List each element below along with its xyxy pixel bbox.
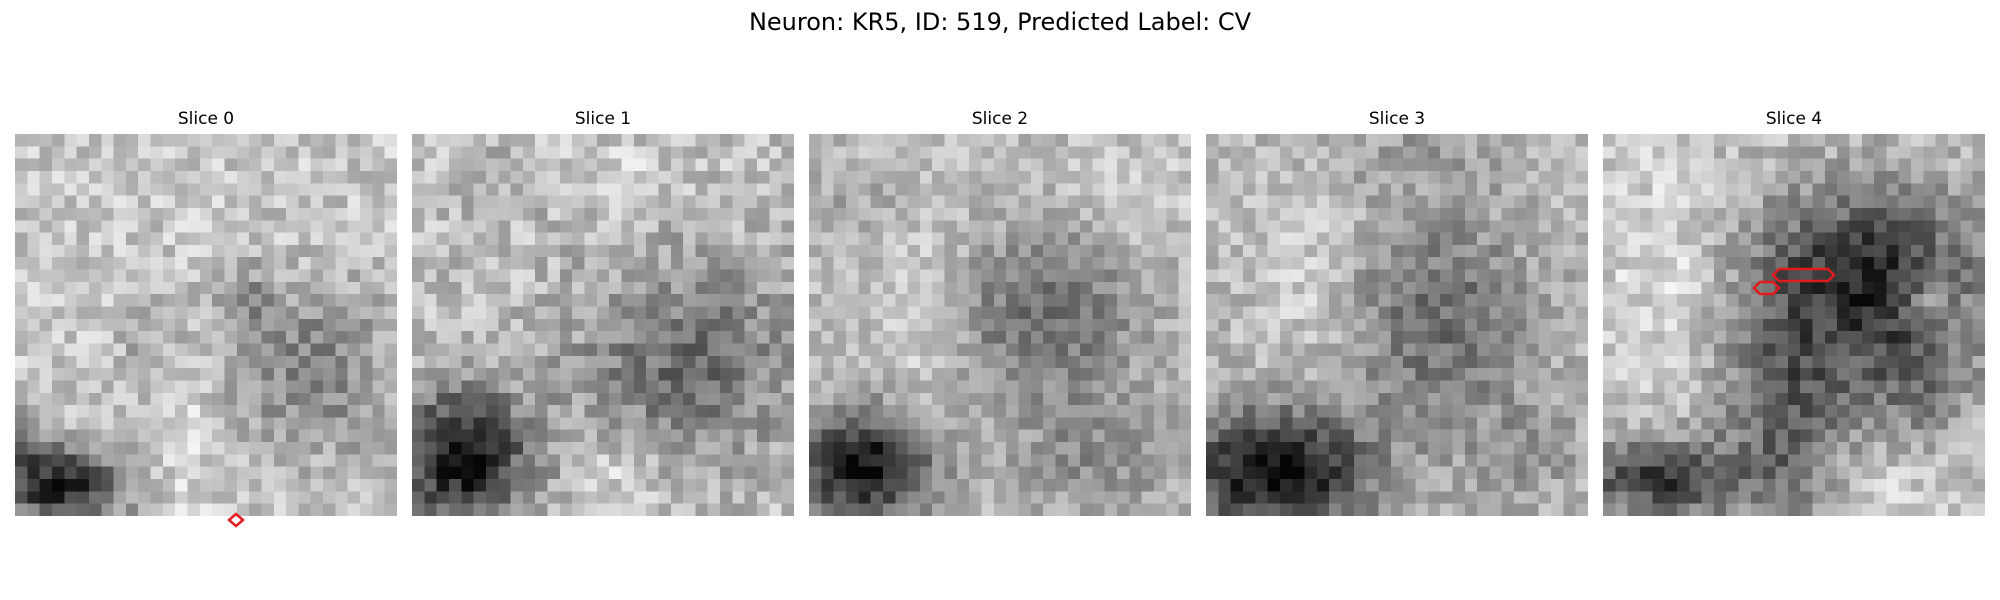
- slice-0-contour: [227, 512, 245, 528]
- slice-4-contour-small: [1752, 280, 1781, 296]
- slice-2-panel: [809, 134, 1191, 516]
- slice-0-overlay: [227, 512, 245, 528]
- slice-0-panel: [15, 134, 397, 528]
- slice-0-image: [15, 134, 397, 516]
- slice-1-title: Slice 1: [574, 109, 632, 129]
- slice-4-panel: [1603, 134, 1985, 516]
- slice-4-image: [1603, 134, 1985, 516]
- slice-1-panel: [412, 134, 794, 516]
- slice-4-overlay: [1752, 267, 1836, 296]
- slice-4-contour-large: [1771, 267, 1836, 283]
- slice-3-title: Slice 3: [1368, 109, 1426, 129]
- slice-3-image: [1206, 134, 1588, 516]
- figure-title: Neuron: KR5, ID: 519, Predicted Label: C…: [748, 8, 1252, 36]
- slice-4-title: Slice 4: [1765, 109, 1823, 129]
- slice-2-image: [809, 134, 1191, 516]
- slice-1-image: [412, 134, 794, 516]
- slice-0-title: Slice 0: [177, 109, 235, 129]
- slice-3-panel: [1206, 134, 1588, 516]
- slice-2-title: Slice 2: [971, 109, 1029, 129]
